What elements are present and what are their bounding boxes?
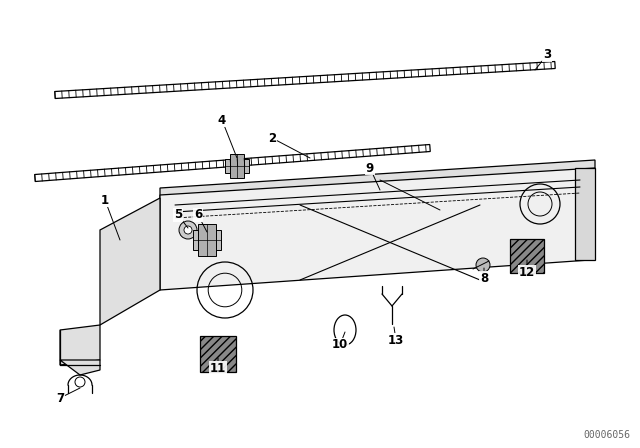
Text: 3: 3 bbox=[535, 48, 551, 70]
Bar bbox=[230, 154, 244, 178]
Bar bbox=[193, 230, 221, 250]
Circle shape bbox=[179, 221, 197, 239]
Text: 2: 2 bbox=[268, 132, 310, 158]
Text: 4: 4 bbox=[218, 113, 237, 158]
Text: 8: 8 bbox=[480, 268, 488, 284]
Polygon shape bbox=[60, 360, 100, 375]
Bar bbox=[198, 224, 216, 256]
Text: 6: 6 bbox=[194, 208, 207, 232]
Polygon shape bbox=[100, 198, 160, 325]
Text: 00006056: 00006056 bbox=[583, 430, 630, 440]
Text: 1: 1 bbox=[101, 194, 120, 240]
Bar bbox=[510, 239, 544, 273]
Polygon shape bbox=[160, 160, 595, 198]
Text: 9: 9 bbox=[366, 161, 380, 190]
Circle shape bbox=[184, 226, 192, 234]
Bar bbox=[200, 336, 236, 372]
Text: 7: 7 bbox=[56, 388, 80, 405]
Text: 11: 11 bbox=[210, 358, 226, 375]
Polygon shape bbox=[60, 325, 100, 365]
Text: 10: 10 bbox=[332, 332, 348, 352]
Polygon shape bbox=[55, 61, 556, 99]
Text: 12: 12 bbox=[519, 260, 535, 279]
Circle shape bbox=[476, 258, 490, 272]
Polygon shape bbox=[35, 145, 430, 181]
Polygon shape bbox=[575, 168, 595, 260]
Text: 13: 13 bbox=[388, 327, 404, 346]
Text: 5: 5 bbox=[174, 208, 188, 228]
Bar bbox=[225, 159, 249, 173]
Polygon shape bbox=[160, 168, 595, 290]
